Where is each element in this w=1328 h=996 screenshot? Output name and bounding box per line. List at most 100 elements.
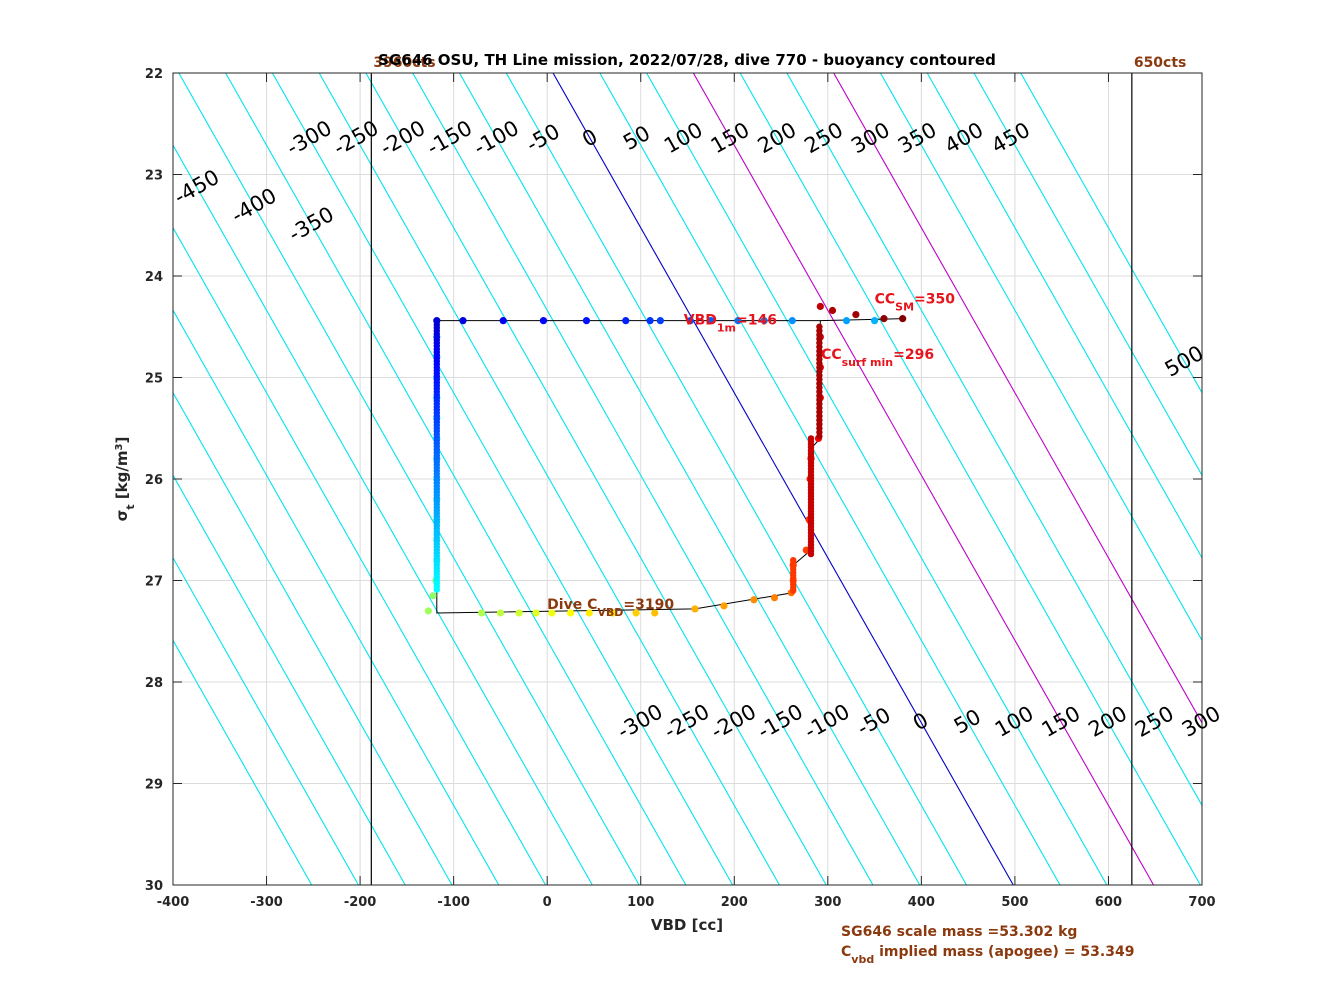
- x-tick-label: -300: [250, 895, 283, 910]
- buoyancy-contour-line: [225, 73, 687, 885]
- buoyancy-contour-line: [973, 73, 1202, 477]
- data-point: [651, 609, 659, 617]
- axis-ticks: -400 -300 -200 -100 0 100 200 300 400 500 600 700 22…: [145, 67, 1216, 910]
- data-point: [788, 317, 796, 325]
- chart-title: SG646 OSU, TH Line mission, 2022/07/28, …: [378, 51, 996, 69]
- y-axis-title-sup: 3: [114, 443, 125, 450]
- annotation-suffix: =3190: [623, 597, 674, 613]
- data-point: [770, 594, 779, 602]
- y-axis-title-sigma: σ: [113, 510, 131, 522]
- annotation-suffix: =146: [736, 313, 777, 329]
- buoyancy-contour-line: [412, 73, 874, 885]
- x-tick-label: 500: [1001, 895, 1028, 910]
- data-point: [515, 609, 523, 617]
- x-axis-title: VBD [cc]: [651, 916, 723, 934]
- data-point: [646, 317, 654, 325]
- data-point: [880, 315, 888, 323]
- y-axis-title-end: ]: [113, 437, 131, 444]
- y-tick-label: 30: [145, 879, 163, 894]
- y-tick-label: 24: [145, 270, 163, 285]
- data-point: [790, 587, 797, 594]
- annotations: VBD1m=146 CCSM=350 CCsurf min=296 Dive CVBD…: [547, 292, 955, 619]
- data-point: [582, 317, 591, 325]
- buoyancy-contour-line: [173, 391, 453, 885]
- data-point: [478, 609, 486, 617]
- y-tick-label: 22: [145, 67, 163, 82]
- annotation-prefix: Dive C: [547, 597, 597, 613]
- data-point: [760, 317, 768, 325]
- data-point: [656, 317, 664, 325]
- footer-scale-mass: SG646 scale mass =53.302 kg: [841, 924, 1077, 940]
- x-tick-label: -100: [437, 895, 470, 910]
- annotation-label: Dive CVBD=3190: [547, 597, 674, 619]
- data-point: [609, 609, 617, 617]
- data-point: [429, 592, 437, 600]
- buoyancy-contour-line: [365, 73, 827, 885]
- x-tick-label: 200: [721, 895, 748, 910]
- buoyancy-contour-line: [318, 73, 780, 885]
- data-point: [750, 596, 758, 604]
- buoyancy-contour-line: [178, 73, 640, 885]
- y-axis-title-sub: t: [124, 504, 137, 509]
- x-tick-label: 600: [1095, 895, 1122, 910]
- buoyancy-contour-line: [833, 73, 1202, 724]
- annotation-label: CCSM=350: [875, 292, 956, 314]
- buoyancy-contour-line: [879, 73, 1202, 642]
- buoyancy-contour-line: [599, 73, 1061, 885]
- annotation-sub: 1m: [717, 321, 736, 334]
- annotation-prefix: CC: [875, 292, 896, 308]
- y-axis-title: σt [kg/m3]: [113, 437, 137, 522]
- vbd-limit-label: 3960cts: [373, 55, 435, 71]
- data-point: [532, 609, 540, 617]
- y-tick-label: 26: [145, 473, 163, 488]
- footer-implied-mass: Cvbd implied mass (apogee) = 53.349: [841, 944, 1134, 966]
- data-point: [548, 609, 556, 617]
- data-point: [539, 317, 548, 325]
- buoyancy-contours: [173, 73, 1202, 885]
- data-point: [566, 609, 575, 617]
- buoyancy-contour-line: [271, 73, 734, 885]
- data-point: [499, 317, 507, 325]
- data-point: [632, 609, 640, 617]
- data-point: [870, 317, 879, 325]
- vbd-limit-lines: [370, 73, 1133, 885]
- data-point: [691, 605, 699, 613]
- footer-c: C: [841, 944, 851, 960]
- data-point: [828, 306, 837, 315]
- buoyancy-contour-line: [646, 73, 1108, 885]
- annotation-label: CCsurf min=296: [821, 347, 934, 369]
- buoyancy-contour-line: [173, 144, 593, 885]
- y-tick-label: 25: [145, 372, 163, 387]
- annotation-suffix: =350: [914, 292, 955, 308]
- data-point: [816, 302, 824, 311]
- annotation-prefix: VBD: [684, 313, 717, 329]
- data-points: [424, 302, 907, 617]
- data-point: [459, 317, 467, 325]
- buoyancy-contour-line: [1020, 73, 1202, 394]
- footer-suffix: implied mass (apogee) = 53.349: [874, 944, 1134, 960]
- y-tick-label: 23: [145, 169, 163, 184]
- x-tick-label: 0: [543, 895, 552, 910]
- data-point: [899, 315, 907, 323]
- x-tick-label: 700: [1188, 895, 1215, 910]
- data-point: [686, 317, 694, 325]
- data-point: [807, 550, 815, 558]
- data-point: [852, 310, 860, 319]
- data-point: [496, 609, 505, 617]
- x-tick-label: 400: [908, 895, 935, 910]
- x-tick-label: 100: [627, 895, 654, 910]
- buoyancy-contour-line: [173, 556, 359, 885]
- buoyancy-contour-line: [173, 639, 313, 885]
- buoyancy-contour-line: [173, 226, 547, 885]
- y-tick-label: 28: [145, 676, 163, 691]
- buoyancy-contour-line: [505, 73, 967, 885]
- vbd-limit-label: 650cts: [1134, 55, 1187, 71]
- annotation-prefix: CC: [821, 347, 842, 363]
- data-point: [720, 602, 728, 610]
- vline-labels: 3960cts 650cts: [373, 55, 1186, 71]
- buoyancy-contour-line: [692, 73, 1155, 885]
- buoyancy-contour-line: [926, 73, 1202, 559]
- annotation-sub: surf min: [842, 355, 893, 368]
- data-point: [842, 317, 851, 325]
